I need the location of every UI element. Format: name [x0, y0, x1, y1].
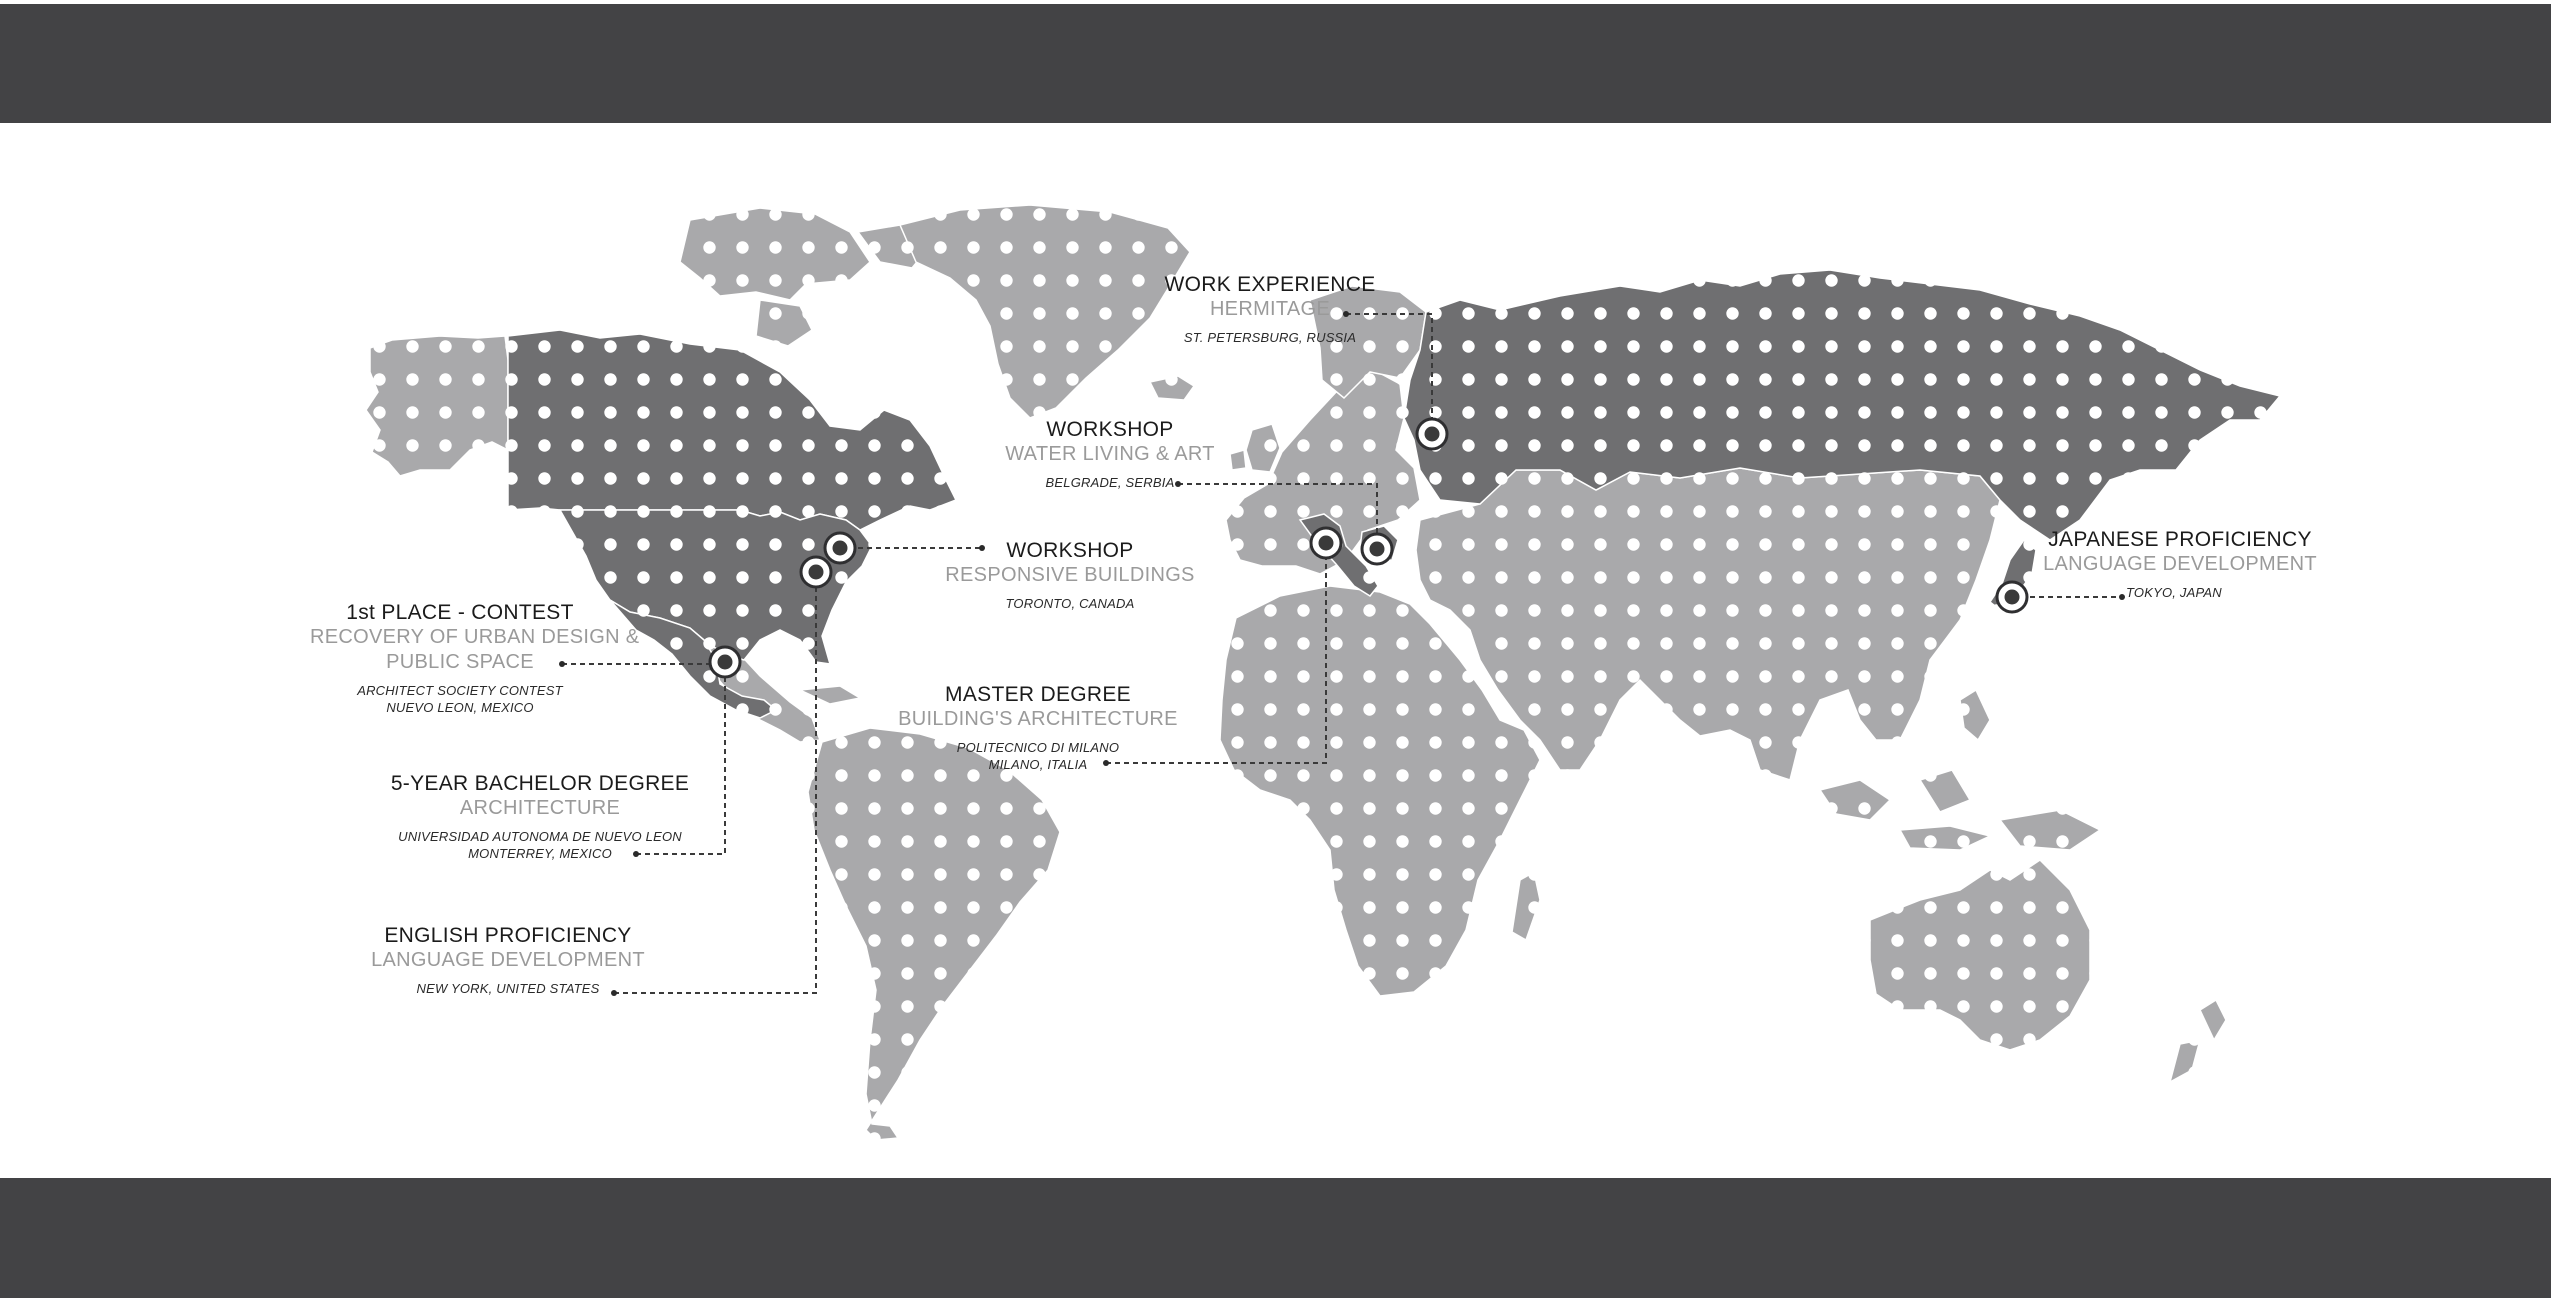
work-experience-title: WORK EXPERIENCE	[1164, 273, 1376, 296]
arctic-islands-shape	[679, 207, 932, 347]
leader-master	[1106, 545, 1327, 764]
label-english: ENGLISH PROFICIENCY LANGUAGE DEVELOPMENT…	[358, 923, 658, 997]
contest-detail-1: ARCHITECT SOCIETY CONTEST	[357, 683, 563, 698]
russia-shape	[1403, 269, 2282, 541]
contest-detail-2: NUEVO LEON, MEXICO	[386, 700, 534, 715]
philippines-shape	[1959, 688, 1991, 742]
marker-tokyo	[1995, 580, 2029, 614]
master-detail-2: MILANO, ITALIA	[988, 757, 1088, 772]
japanese-subtitle: LANGUAGE DEVELOPMENT	[2043, 553, 2317, 575]
bottom-band	[0, 1178, 2551, 1298]
english-subtitle: LANGUAGE DEVELOPMENT	[371, 949, 645, 971]
australia-shape	[1869, 859, 2091, 1051]
workshop-belgrade-location: BELGRADE, SERBIA	[1045, 475, 1175, 490]
contest-title: 1st PLACE - CONTEST	[346, 601, 574, 624]
madagascar-shape	[1511, 870, 1541, 942]
bachelor-detail-1: UNIVERSIDAD AUTONOMA DE NUEVO LEON	[398, 829, 682, 844]
work-experience-location: ST. PETERSBURG, RUSSIA	[1183, 330, 1357, 345]
workshop-toronto-subtitle: RESPONSIVE BUILDINGS	[945, 564, 1195, 586]
leader-workshop-belgrade	[1178, 483, 1378, 548]
mexico-shape	[609, 599, 778, 719]
scandinavia-shape	[1309, 285, 1427, 400]
leader-work-experience	[1346, 313, 1433, 432]
land-other	[365, 204, 2227, 1141]
alaska-shape	[365, 335, 509, 477]
marker-st-petersburg	[1415, 417, 1449, 451]
marker-belgrade	[1360, 532, 1394, 566]
master-subtitle: BUILDING'S ARCHITECTURE	[898, 708, 1178, 730]
label-bachelor: 5-YEAR BACHELOR DEGREE ARCHITECTURE UNIV…	[380, 771, 700, 862]
english-title: ENGLISH PROFICIENCY	[384, 924, 632, 947]
label-work-experience: WORK EXPERIENCE HERMITAGE ST. PETERSBURG…	[1105, 272, 1435, 346]
workshop-toronto-location: TORONTO, CANADA	[1005, 596, 1135, 611]
iceland-shape	[1148, 375, 1196, 401]
label-japanese: JAPANESE PROFICIENCY LANGUAGE DEVELOPMEN…	[2030, 527, 2330, 601]
leader-lines	[562, 313, 2122, 994]
canada-shape	[507, 329, 958, 531]
indonesia-shape	[1818, 769, 2102, 851]
marker-new-york	[799, 555, 833, 589]
english-location: NEW YORK, UNITED STATES	[416, 981, 600, 996]
south-america-shape	[807, 727, 1061, 1141]
marker-monterrey	[708, 645, 742, 679]
workshop-belgrade-subtitle: WATER LIVING & ART	[1005, 443, 1215, 465]
workshop-toronto-title: WORKSHOP	[1006, 539, 1134, 562]
contest-subtitle: RECOVERY OF URBAN DESIGN &	[310, 626, 640, 648]
workshop-belgrade-title: WORKSHOP	[1046, 418, 1174, 441]
new-zealand-shape	[2168, 998, 2227, 1084]
bachelor-detail-2: MONTERREY, MEXICO	[468, 846, 612, 861]
top-band	[0, 4, 2551, 123]
label-master: MASTER DEGREE BUILDING'S ARCHITECTURE PO…	[888, 682, 1188, 773]
bachelor-subtitle: ARCHITECTURE	[459, 797, 621, 819]
master-detail-1: POLITECNICO DI MILANO	[956, 740, 1120, 755]
label-workshop-belgrade: WORKSHOP WATER LIVING & ART BELGRADE, SE…	[960, 417, 1260, 491]
master-title: MASTER DEGREE	[945, 683, 1131, 706]
marker-milano	[1309, 526, 1343, 560]
leader-dots	[559, 311, 2125, 996]
europe-shape	[1225, 369, 1421, 575]
marker-toronto	[823, 531, 857, 565]
greenland-shape	[898, 204, 1191, 419]
label-contest: 1st PLACE - CONTEST RECOVERY OF URBAN DE…	[310, 600, 640, 716]
japanese-location: TOKYO, JAPAN	[2126, 585, 2222, 600]
leader-bachelor	[636, 664, 726, 855]
label-workshop-toronto: WORKSHOP RESPONSIVE BUILDINGS TORONTO, C…	[920, 538, 1220, 612]
location-markers	[708, 417, 2029, 679]
work-experience-subtitle: HERMITAGE	[1209, 298, 1331, 320]
uk-shape	[1229, 423, 1281, 473]
contest-subtitle-2: PUBLIC SPACE	[386, 651, 534, 673]
africa-shape	[1219, 585, 1541, 997]
leader-english	[614, 572, 817, 994]
japanese-title: JAPANESE PROFICIENCY	[2048, 528, 2312, 551]
top-edge	[0, 0, 2551, 4]
bachelor-title: 5-YEAR BACHELOR DEGREE	[390, 772, 690, 795]
